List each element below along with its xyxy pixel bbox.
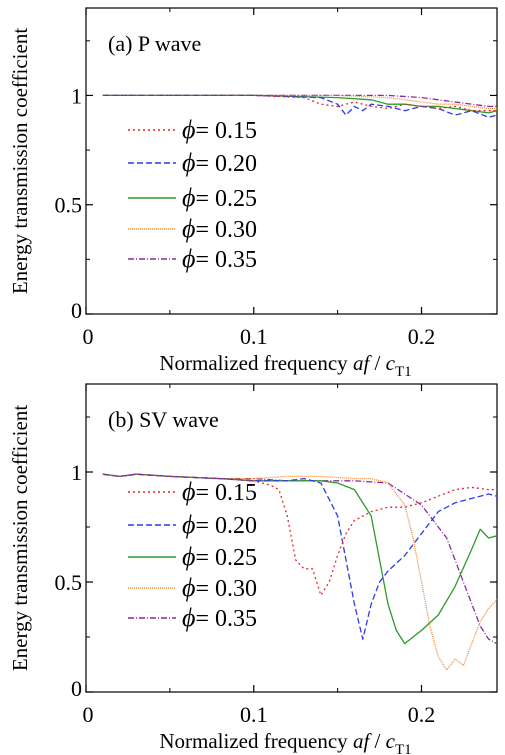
- legend-entry: ϕ= 0.20: [182, 510, 257, 539]
- y-tick-label: 0.5: [55, 570, 83, 595]
- legend-entry: ϕ= 0.35: [182, 244, 257, 273]
- legend-phi: ϕ: [182, 148, 195, 177]
- x-axis-label: Normalized frequency af / cT1: [159, 729, 411, 755]
- legend-entry: ϕ= 0.25: [182, 542, 257, 571]
- legend-phi: ϕ: [182, 573, 195, 602]
- legend-entry: ϕ= 0.30: [182, 573, 257, 602]
- plot-frame: [85, 7, 498, 315]
- x-tick-label: 0: [83, 324, 94, 349]
- y-tick-label: 0.5: [55, 193, 83, 218]
- legend: ϕ= 0.15ϕ= 0.20ϕ= 0.25ϕ= 0.30ϕ= 0.35: [128, 477, 257, 632]
- legend-phi: ϕ: [182, 542, 195, 571]
- series-line-5: [102, 473, 497, 645]
- legend-phi: ϕ: [182, 244, 195, 273]
- y-tick-label: 1: [71, 83, 82, 108]
- legend-value: = 0.30: [195, 217, 257, 243]
- legend-value: = 0.30: [195, 576, 257, 602]
- y-tick-label: 0: [71, 298, 82, 323]
- legend-phi: ϕ: [182, 214, 195, 243]
- legend-entry: ϕ= 0.25: [182, 183, 257, 212]
- legend-entry: ϕ= 0.20: [182, 148, 257, 177]
- x-tick-label: 0.1: [240, 702, 268, 727]
- legend-value: = 0.25: [195, 545, 257, 571]
- x-axis-label-italic: af: [353, 351, 373, 375]
- panel-label: (a) P wave: [108, 31, 201, 56]
- y-axis-label: Energy transmission coefficient: [8, 405, 32, 671]
- x-tick-label: 0.1: [240, 324, 268, 349]
- x-tick-label: 0: [83, 702, 94, 727]
- legend-entry: ϕ= 0.35: [182, 603, 257, 632]
- legend-phi: ϕ: [182, 510, 195, 539]
- legend-phi: ϕ: [182, 183, 195, 212]
- x-axis-label: Normalized frequency af / cT1: [159, 351, 411, 380]
- series-line-4: [102, 473, 497, 671]
- series-line-2: [102, 94, 497, 118]
- legend-entry: ϕ= 0.15: [182, 477, 257, 506]
- legend-value: = 0.35: [195, 606, 257, 632]
- legend-value: = 0.15: [195, 118, 257, 144]
- x-axis-label-slash: /: [369, 729, 385, 753]
- series-line-3: [102, 94, 497, 114]
- x-axis-label-italic: af: [353, 729, 373, 753]
- legend-phi: ϕ: [182, 115, 195, 144]
- series-group: [102, 94, 497, 118]
- series-line-4: [102, 94, 497, 110]
- x-axis-label-sub: T1: [395, 742, 412, 755]
- x-axis-label-slash: /: [369, 351, 385, 375]
- x-tick-label: 0.2: [408, 702, 436, 727]
- legend-value: = 0.15: [195, 480, 257, 506]
- x-axis-label-c: c: [386, 351, 396, 375]
- y-tick-label: 0: [71, 676, 82, 701]
- x-axis-label-sub: T1: [395, 364, 412, 380]
- legend-value: = 0.35: [195, 247, 257, 273]
- x-axis-label-text: Normalized frequency: [159, 729, 353, 753]
- y-axis-label: Energy transmission coefficient: [8, 28, 32, 294]
- x-axis-label-c: c: [386, 729, 396, 753]
- legend: ϕ= 0.15ϕ= 0.20ϕ= 0.25ϕ= 0.30ϕ= 0.35: [128, 115, 257, 273]
- x-axis-label-text: Normalized frequency: [159, 351, 353, 375]
- x-tick-label: 0.2: [408, 324, 436, 349]
- legend-value: = 0.20: [195, 513, 257, 539]
- legend-value: = 0.20: [195, 151, 257, 177]
- series-line-1: [102, 473, 497, 596]
- legend-entry: ϕ= 0.15: [182, 115, 257, 144]
- chart-panel-a: 0 0.1 0.2 0 0.5 1 (a) P wave Energy transmissio…: [8, 7, 498, 380]
- plot-frame: [85, 383, 498, 693]
- y-tick-label: 1: [71, 460, 82, 485]
- chart-panel-b: 0 0.1 0.2 0 0.5 1 (b) SV wave Energy transmissi…: [8, 383, 498, 755]
- legend-entry: ϕ= 0.30: [182, 214, 257, 243]
- series-group: [102, 473, 497, 671]
- legend-value: = 0.25: [195, 186, 257, 212]
- panel-label: (b) SV wave: [108, 407, 219, 432]
- legend-phi: ϕ: [182, 603, 195, 632]
- legend-phi: ϕ: [182, 477, 195, 506]
- series-line-1: [102, 94, 497, 112]
